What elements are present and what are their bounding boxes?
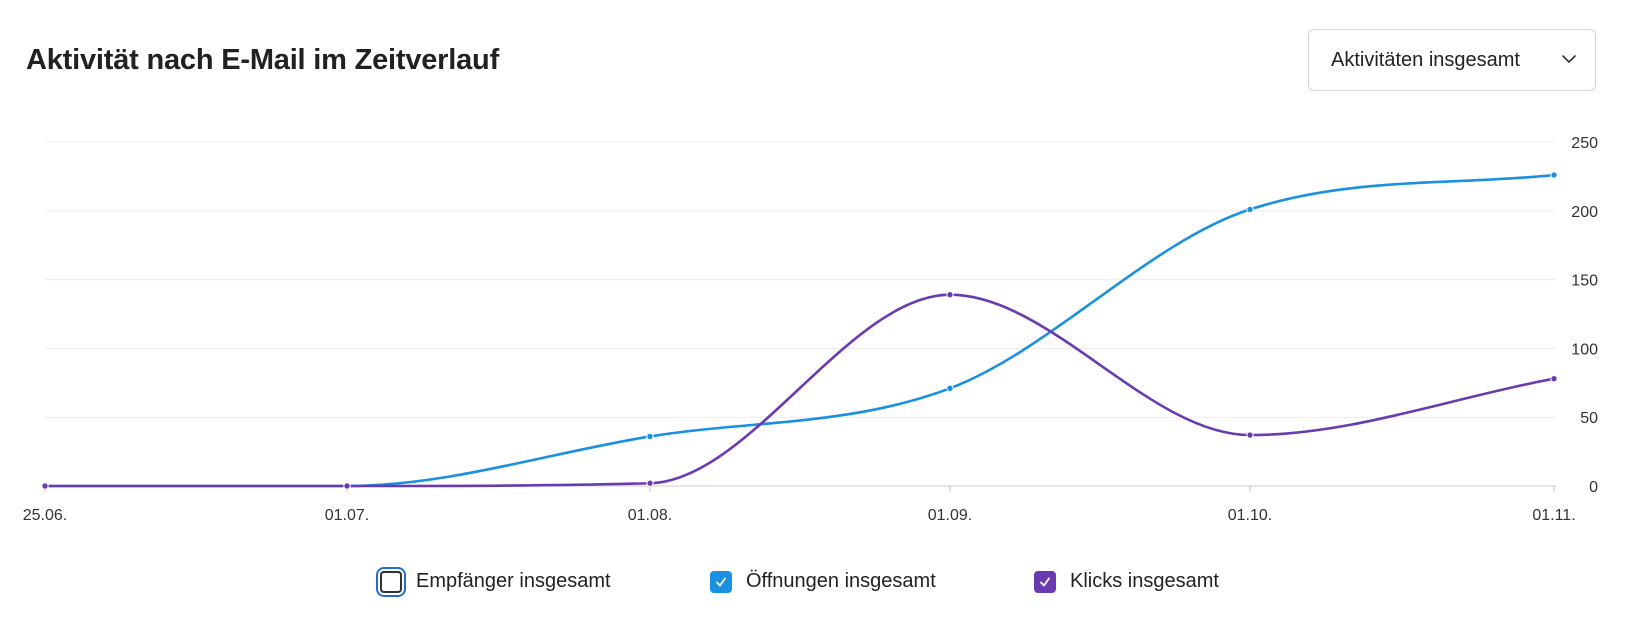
legend-label-clicks: Klicks insgesamt — [1070, 570, 1219, 592]
chart-legend: Empfänger insgesamt Öffnungen insgesamt … — [0, 570, 1634, 602]
line-chart: 0 50 100 150 200 250 25.06. 01.07. 01.08. 01.09. 0… — [23, 135, 1598, 524]
y-tick-label: 200 — [1571, 204, 1598, 221]
legend-checkbox-recipients[interactable] — [380, 570, 402, 593]
series-line-opens — [43, 173, 1556, 488]
x-tick-label: 01.11. — [1532, 507, 1575, 524]
chevron-down-icon — [1562, 55, 1576, 63]
checkmark-icon — [1040, 577, 1050, 586]
y-tick-label: 150 — [1571, 273, 1598, 290]
x-tick-label: 01.08. — [628, 507, 672, 524]
data-point-clicks — [41, 482, 49, 490]
legend-checkbox-opens[interactable] — [710, 570, 732, 593]
legend-label-opens: Öffnungen insgesamt — [746, 570, 936, 592]
y-tick-label: 0 — [1589, 479, 1598, 496]
chart-title: Aktivität nach E-Mail im Zeitverlauf — [26, 44, 500, 76]
legend-label-recipients: Empfänger insgesamt — [416, 570, 611, 592]
legend-item-recipients[interactable]: Empfänger insgesamt — [380, 570, 611, 593]
x-tick-label: 25.06. — [23, 507, 67, 524]
x-tick-label: 01.09. — [928, 507, 972, 524]
data-point-opens — [1246, 205, 1254, 214]
checkmark-icon — [716, 577, 726, 586]
legend-checkbox-clicks[interactable] — [1034, 570, 1056, 593]
data-point-opens — [646, 432, 654, 441]
y-tick-label: 50 — [1580, 410, 1598, 427]
series-line-clicks — [43, 293, 1556, 488]
data-point-clicks — [1550, 374, 1558, 383]
data-point-clicks — [343, 482, 351, 490]
x-tick-label: 01.07. — [325, 507, 369, 524]
legend-item-opens[interactable]: Öffnungen insgesamt — [710, 570, 936, 593]
activity-type-dropdown[interactable]: Aktivitäten insgesamt — [1308, 29, 1596, 91]
data-point-opens — [1550, 171, 1558, 179]
y-tick-label: 100 — [1571, 341, 1598, 358]
data-point-clicks — [1246, 431, 1254, 439]
x-tick-label: 01.10. — [1228, 507, 1272, 524]
y-tick-label: 250 — [1571, 135, 1598, 152]
data-point-opens — [946, 384, 954, 393]
data-point-clicks — [946, 291, 954, 299]
dropdown-selected-value: Aktivitäten insgesamt — [1331, 48, 1520, 71]
legend-item-clicks[interactable]: Klicks insgesamt — [1034, 570, 1219, 593]
data-point-clicks — [646, 479, 654, 487]
